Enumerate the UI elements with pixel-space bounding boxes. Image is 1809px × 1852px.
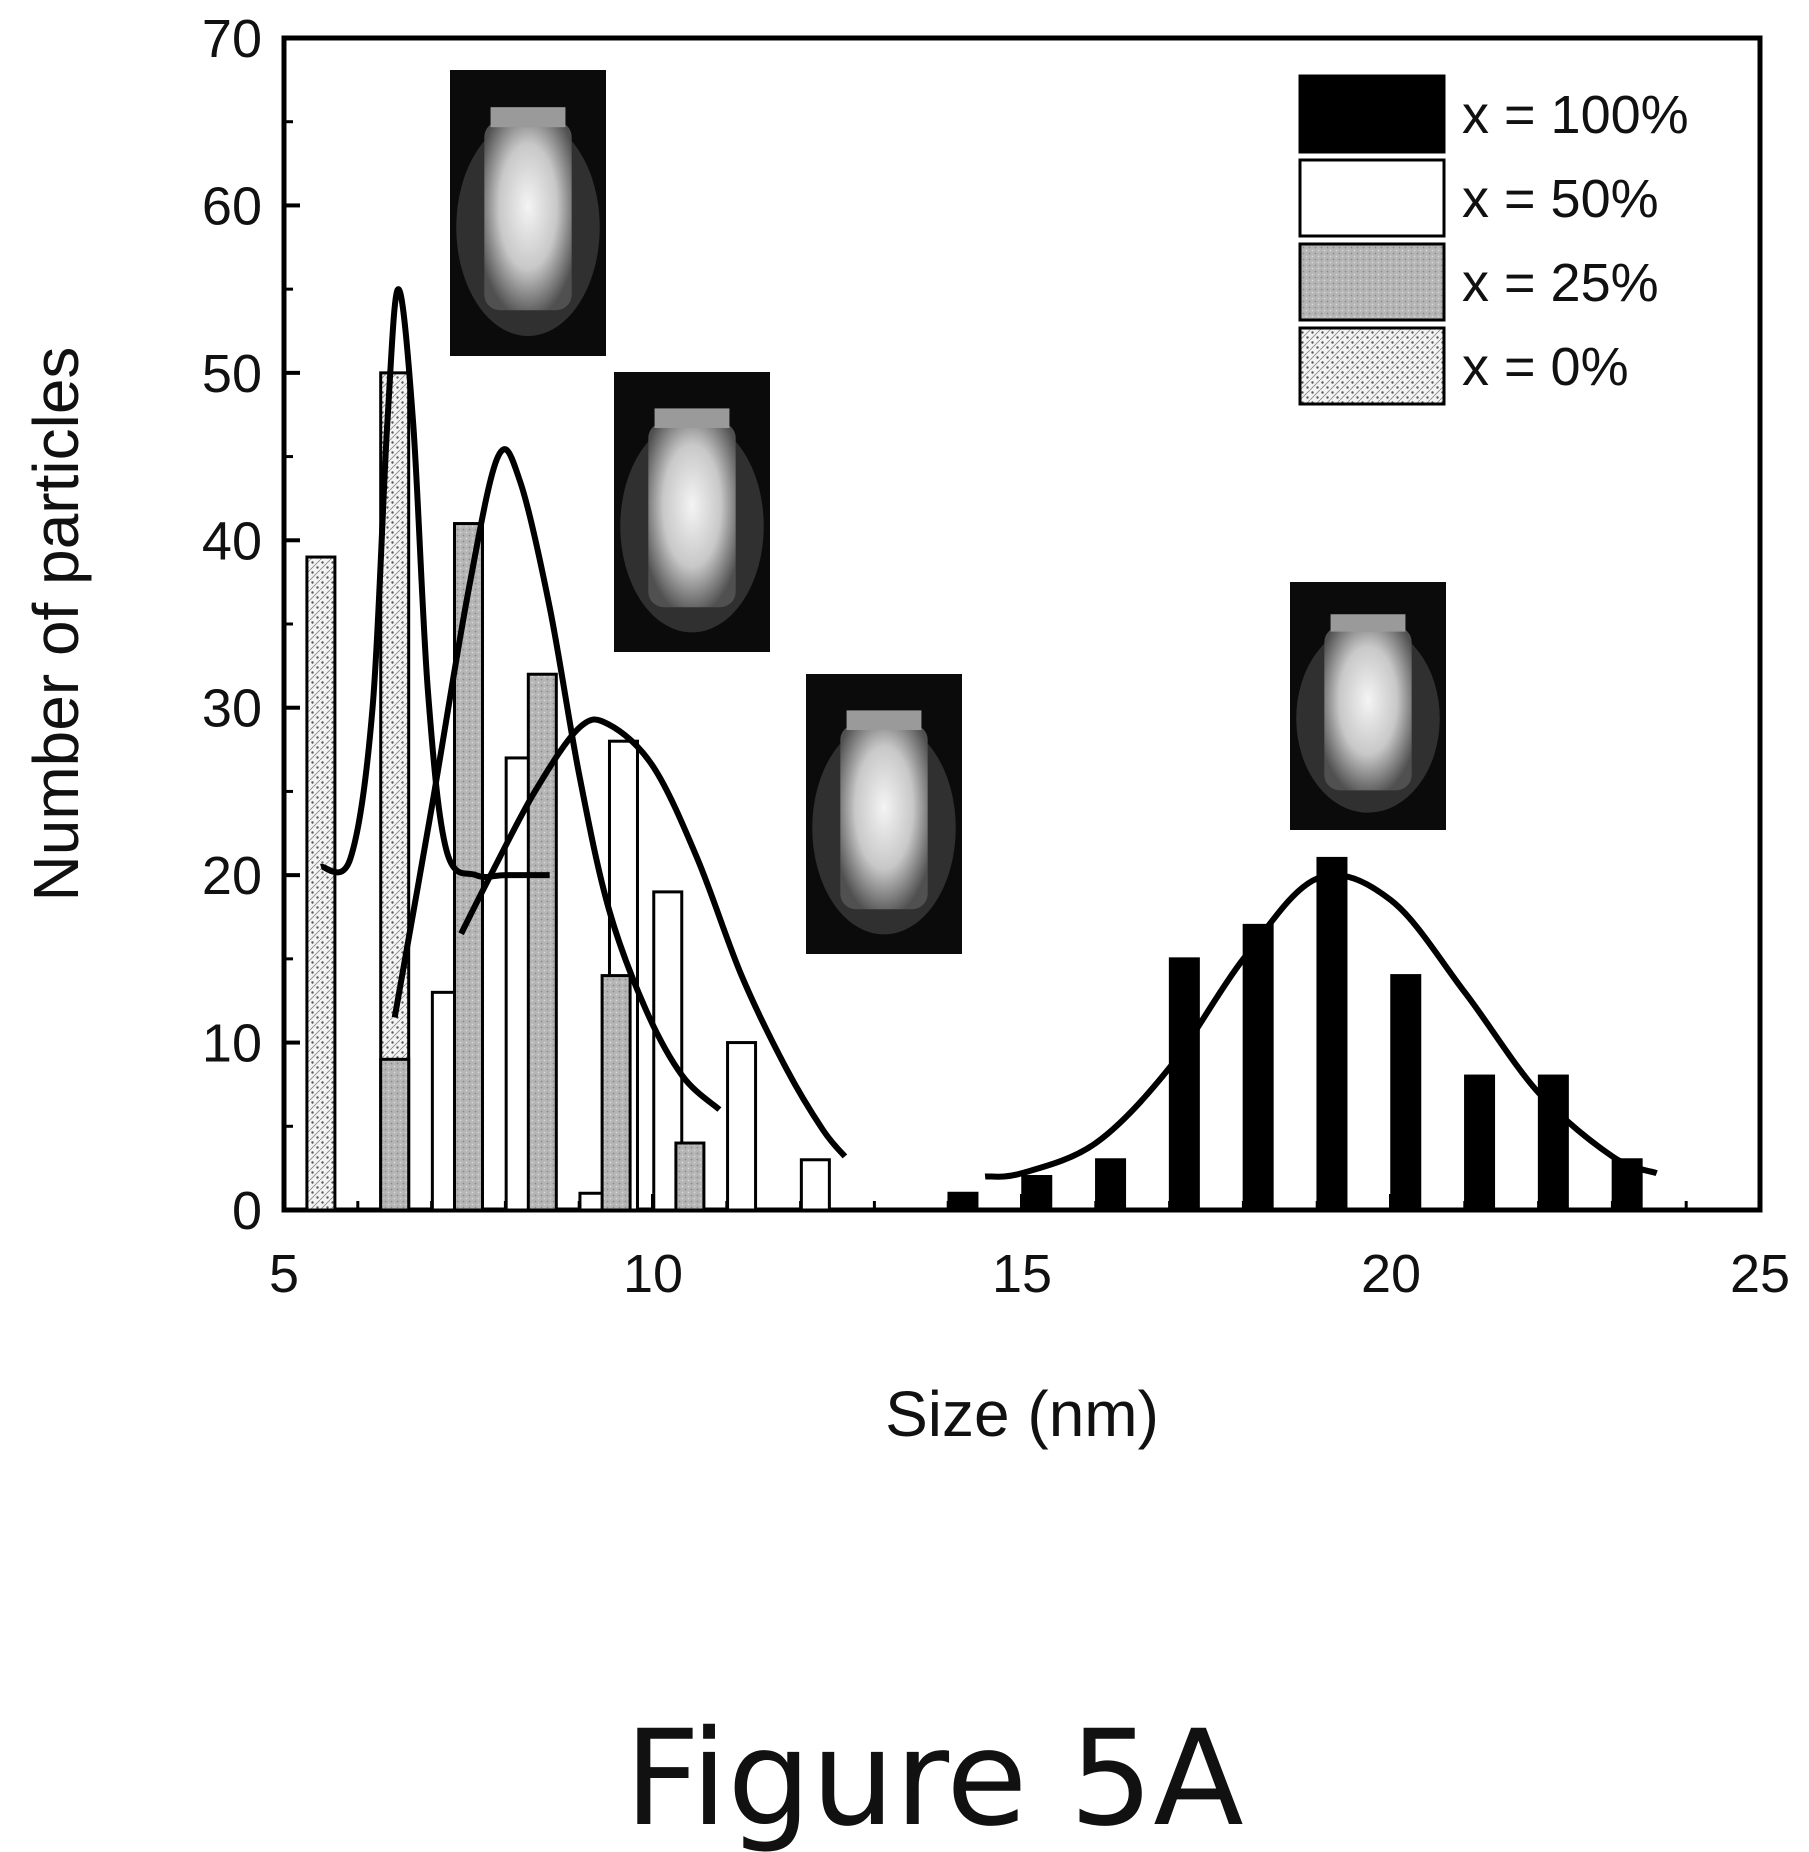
legend-swatch-gray <box>1298 242 1446 322</box>
fit-curve-dotted <box>320 286 550 880</box>
vial-icon <box>484 121 572 311</box>
vial-cap <box>846 710 922 730</box>
vial-cap <box>654 408 730 428</box>
x-tick-label: 25 <box>1730 1244 1790 1304</box>
vial-icon <box>840 724 928 910</box>
bar-gray <box>526 672 558 1212</box>
fit-curve-black <box>984 872 1658 1180</box>
bar-black <box>1316 856 1348 1212</box>
bar-gray <box>600 974 632 1212</box>
bars-layer <box>305 371 1643 1212</box>
legend-item: x = 0% <box>1298 326 1629 406</box>
y-tick-label: 60 <box>202 176 262 236</box>
vial-icon <box>648 422 736 608</box>
fit-curves-layer <box>320 286 1658 1180</box>
bar-gray <box>674 1141 706 1212</box>
bar-black <box>1021 1175 1053 1212</box>
inset-vial-photo <box>450 70 606 356</box>
inset-vial-photo <box>806 674 962 954</box>
inset-photos <box>450 70 1446 954</box>
legend-item: x = 50% <box>1298 158 1659 238</box>
y-tick-label: 30 <box>202 679 262 739</box>
bar-white <box>726 1041 758 1212</box>
y-axis: 0 10 20 30 40 50 60 70 <box>202 9 300 1241</box>
x-axis-title: Size (nm) <box>885 1378 1159 1450</box>
bar-black <box>1464 1074 1496 1212</box>
legend: x = 100% x = 50% x = 25% x = 0% <box>1298 74 1689 406</box>
bar-white <box>799 1158 831 1212</box>
y-tick-label: 50 <box>202 344 262 404</box>
legend-label: x = 100% <box>1462 85 1689 145</box>
x-tick-label: 10 <box>623 1244 683 1304</box>
bar-black <box>1390 974 1422 1212</box>
bar-black <box>1242 923 1274 1212</box>
y-tick-label: 20 <box>202 846 262 906</box>
vial-cap <box>1330 614 1406 632</box>
y-tick-label: 0 <box>232 1181 262 1241</box>
vial-cap <box>490 107 566 128</box>
bar-gray <box>453 522 484 1212</box>
legend-label: x = 50% <box>1462 169 1659 229</box>
bar-dotted <box>305 555 337 1212</box>
x-tick-label: 20 <box>1361 1244 1421 1304</box>
figure-caption: Figure 5A <box>624 1702 1243 1852</box>
legend-label: x = 25% <box>1462 253 1659 313</box>
bar-black <box>947 1191 979 1212</box>
fit-curve-white <box>458 716 848 1159</box>
legend-swatch-dotted <box>1298 326 1446 406</box>
inset-vial-photo <box>614 372 770 652</box>
legend-swatch-white <box>1298 158 1446 238</box>
fit-curve-gray <box>391 446 722 1112</box>
legend-item: x = 25% <box>1298 242 1659 322</box>
inset-vial-photo <box>1290 582 1446 830</box>
legend-item: x = 100% <box>1298 74 1689 154</box>
legend-swatch-black <box>1298 74 1446 154</box>
y-tick-label: 10 <box>202 1014 262 1074</box>
vial-icon <box>1324 626 1412 791</box>
y-tick-label: 40 <box>202 511 262 571</box>
x-tick-label: 5 <box>269 1244 299 1304</box>
bar-black <box>1168 957 1200 1212</box>
x-tick-label: 15 <box>992 1244 1052 1304</box>
y-axis-title: Number of particles <box>20 347 92 902</box>
bar-black <box>1095 1158 1127 1212</box>
legend-label: x = 0% <box>1462 337 1629 397</box>
bar-gray <box>379 1057 411 1212</box>
y-tick-label: 70 <box>202 9 262 69</box>
